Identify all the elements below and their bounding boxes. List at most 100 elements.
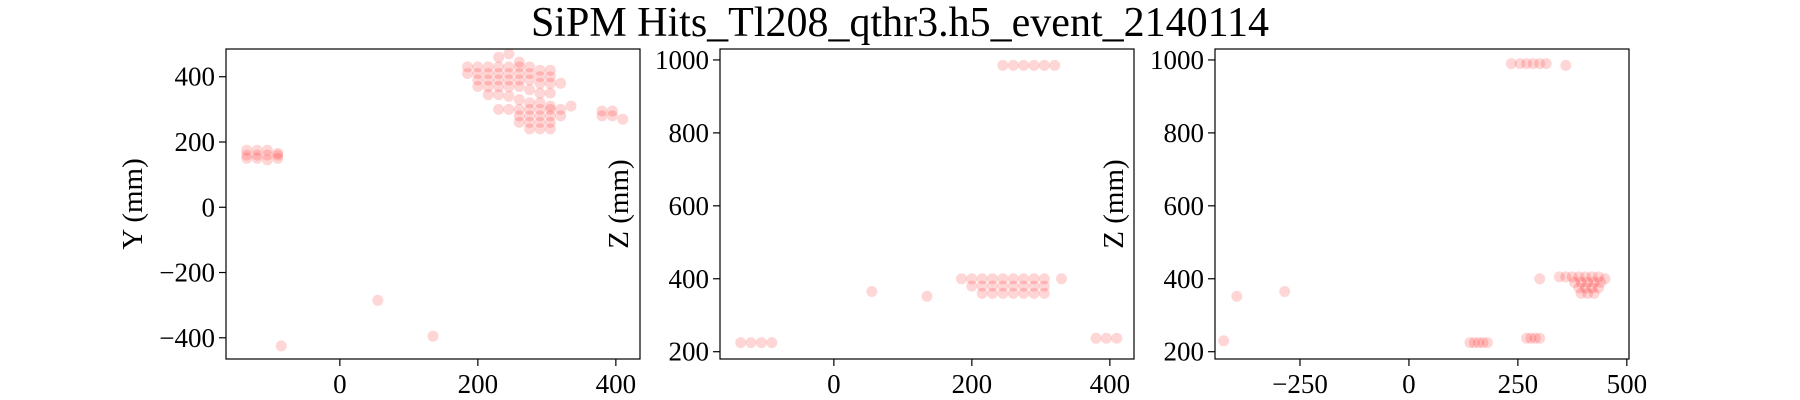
x-tick-label: 250 [1498, 369, 1539, 399]
data-point [1521, 58, 1533, 70]
data-point [261, 154, 273, 166]
data-point [1049, 59, 1061, 71]
x-tick-label: −250 [1272, 369, 1328, 399]
data-point [462, 68, 473, 79]
x-tick-label: 0 [1402, 369, 1416, 399]
data-point [1575, 276, 1587, 288]
data-point [513, 56, 525, 68]
x-tick-label: 400 [1090, 369, 1131, 399]
data-point [555, 77, 567, 89]
data-point [524, 74, 536, 86]
data-point [1534, 332, 1546, 344]
data-point [534, 110, 546, 122]
data-point [1573, 282, 1585, 294]
data-point [1056, 273, 1067, 285]
data-point [966, 280, 978, 292]
data-point [1575, 287, 1587, 299]
data-point [482, 89, 494, 101]
data-point [1007, 287, 1019, 299]
data-point [997, 59, 1009, 71]
data-point [524, 97, 536, 109]
data-point [524, 61, 536, 73]
data-point [427, 330, 439, 342]
data-point [472, 81, 484, 92]
data-point [482, 61, 494, 73]
data-point [503, 61, 515, 73]
data-point [1028, 59, 1040, 71]
data-point [1593, 271, 1604, 283]
data-point [987, 280, 998, 292]
data-point [1573, 271, 1585, 283]
axes-frame [719, 48, 1135, 360]
data-point [555, 103, 567, 115]
data-point [272, 147, 284, 159]
data-point [544, 100, 556, 112]
data-point [1527, 58, 1539, 70]
data-point [493, 61, 505, 73]
data-point [503, 103, 515, 115]
data-point [524, 123, 536, 135]
data-point [1090, 332, 1102, 344]
data-point [1007, 280, 1019, 292]
data-points [735, 59, 1123, 349]
data-point [766, 337, 778, 349]
data-point [976, 287, 988, 299]
data-point [1464, 337, 1476, 349]
y-tick-label: 1000 [1150, 45, 1204, 75]
data-point [1477, 337, 1489, 349]
data-point [606, 105, 618, 117]
data-point [261, 149, 273, 161]
data-point [1569, 276, 1580, 288]
data-point [997, 287, 1009, 299]
data-point [1595, 276, 1607, 288]
data-point [513, 68, 525, 79]
data-point [482, 68, 494, 79]
data-point [493, 103, 505, 115]
x-tick-label: 0 [827, 369, 841, 399]
data-point [1560, 271, 1572, 283]
data-point [596, 110, 608, 122]
data-point [524, 84, 536, 96]
y-axis-label: Z (mm) [603, 159, 635, 248]
data-point [1582, 276, 1594, 288]
data-points [241, 48, 629, 352]
data-point [503, 74, 515, 86]
data-point [544, 87, 556, 99]
data-point [513, 110, 525, 122]
scatter-panel-1: 0 200 400 −400 −200 0 200 400 Y (mm) [117, 48, 641, 399]
figure-title: SiPM Hits_Tl208_qthr3.h5_event_2140114 [531, 0, 1269, 46]
y-tick-label: 400 [669, 264, 710, 294]
data-point [1593, 282, 1604, 294]
data-point [1018, 273, 1030, 285]
data-point [1100, 332, 1112, 344]
data-point [1028, 280, 1040, 292]
y-tick-label: 400 [1164, 264, 1205, 294]
x-tick-label: 400 [596, 369, 637, 399]
y-tick-label: 800 [669, 118, 710, 148]
data-point [534, 87, 546, 99]
data-point [493, 51, 505, 63]
y-tick-label: 200 [669, 337, 710, 367]
data-points [1218, 58, 1611, 349]
data-point [1468, 337, 1480, 349]
data-point [534, 116, 546, 128]
x-tick-label: 500 [1607, 369, 1648, 399]
scatter-panel-2: 0 200 400 200 400 600 800 1000 Z (mm) [603, 45, 1135, 399]
data-point [1579, 271, 1591, 283]
data-point [1481, 337, 1493, 349]
data-point [513, 94, 525, 106]
data-point [1586, 282, 1598, 294]
scatter-panel-3: −250 0 250 500 200 400 600 800 1000 Z (mm) [1098, 45, 1647, 399]
data-point [534, 77, 546, 89]
data-point [513, 74, 525, 86]
data-point [1588, 287, 1600, 299]
y-tick-label: −400 [159, 323, 215, 353]
data-point [534, 97, 546, 109]
data-point [1534, 58, 1546, 70]
data-point [472, 74, 484, 86]
axes-frame [225, 48, 641, 360]
x-tick-label: 0 [333, 369, 347, 399]
data-point [1525, 332, 1537, 344]
data-point [1018, 287, 1030, 299]
